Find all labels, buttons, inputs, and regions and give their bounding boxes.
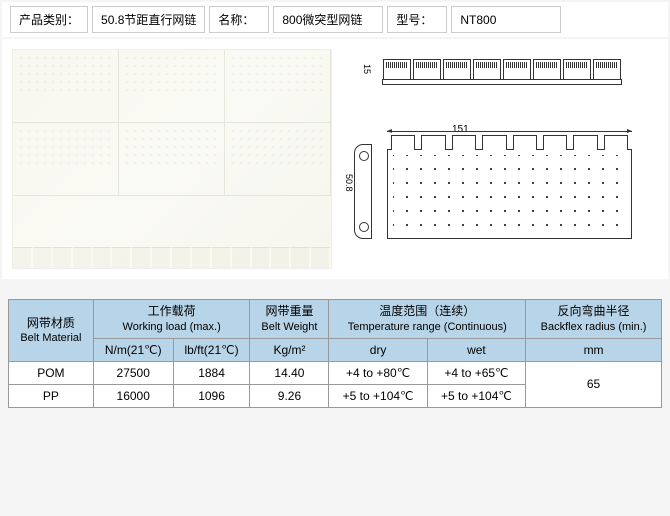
name-label: 名称： xyxy=(209,6,269,33)
sub-mm: mm xyxy=(526,338,662,361)
images-row: 15 151 50.8 xyxy=(2,39,668,279)
dimension-15: 15 xyxy=(362,64,372,74)
col-material: 网带材质Belt Material xyxy=(9,300,94,362)
technical-diagram: 15 151 50.8 xyxy=(342,49,642,269)
sub-nm: N/m(21℃) xyxy=(93,338,173,361)
table-row: POM 27500 1884 14.40 +4 to +80℃ +4 to +6… xyxy=(9,361,662,384)
product-info-bar: 产品类别： 50.8节距直行网链 名称： 800微突型网链 型号： NT800 xyxy=(2,2,668,37)
col-backflex: 反向弯曲半径Backflex radius (min.) xyxy=(526,300,662,339)
col-temp: 温度范围（连续）Temperature range (Continuous) xyxy=(329,300,526,339)
name-value: 800微突型网链 xyxy=(273,6,383,33)
category-value: 50.8节距直行网链 xyxy=(92,6,205,33)
col-load: 工作载荷Working load (max.) xyxy=(93,300,250,339)
backflex-value: 65 xyxy=(526,361,662,407)
table-header-row: 网带材质Belt Material 工作载荷Working load (max.… xyxy=(9,300,662,339)
model-value: NT800 xyxy=(451,6,561,33)
product-photo xyxy=(12,49,332,269)
spec-table: 网带材质Belt Material 工作载荷Working load (max.… xyxy=(8,299,662,408)
model-label: 型号： xyxy=(387,6,447,33)
sub-kg: Kg/m² xyxy=(250,338,329,361)
sub-wet: wet xyxy=(427,338,525,361)
category-label: 产品类别： xyxy=(10,6,88,33)
sub-dry: dry xyxy=(329,338,427,361)
top-view: 151 50.8 xyxy=(372,119,632,249)
col-weight: 网带重量Belt Weight xyxy=(250,300,329,339)
dimension-50: 50.8 xyxy=(344,174,354,192)
side-view xyxy=(382,59,622,94)
sub-lbft: lb/ft(21℃) xyxy=(173,338,250,361)
table-subheader-row: N/m(21℃) lb/ft(21℃) Kg/m² dry wet mm xyxy=(9,338,662,361)
dimension-151: 151 xyxy=(452,124,469,135)
